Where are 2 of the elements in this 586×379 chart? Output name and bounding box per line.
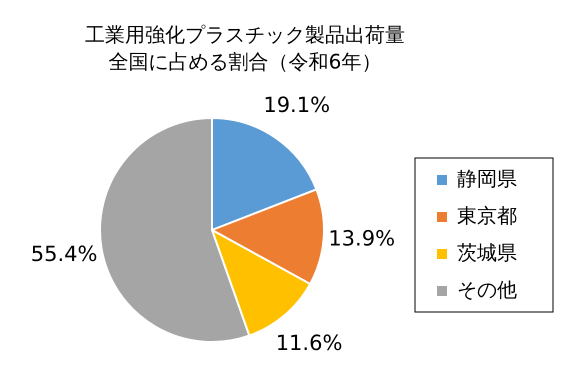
- title: 工業用強化プラスチック製品出荷量: [85, 22, 405, 46]
- subtitle: 全国に占める割合（令和6年）: [108, 49, 382, 74]
